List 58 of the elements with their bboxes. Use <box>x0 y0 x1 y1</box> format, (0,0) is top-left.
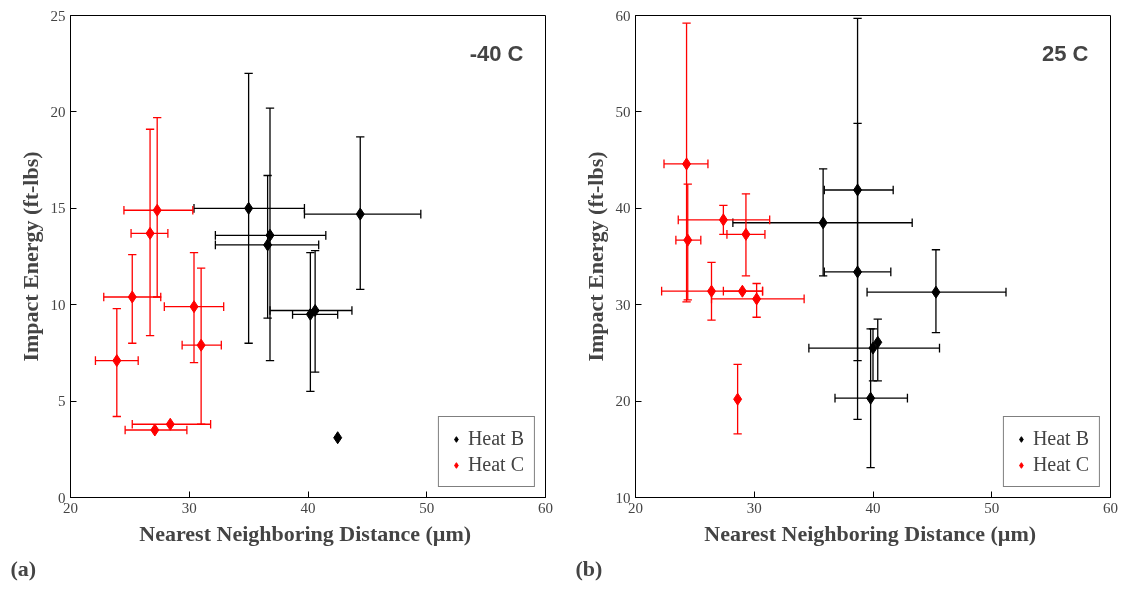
point <box>112 354 122 368</box>
y-axis-title: Impact Energy (ft-lbs) <box>17 151 43 362</box>
point <box>818 216 828 230</box>
x-tick-label: 40 <box>300 499 316 516</box>
annotation: 25 C <box>1042 40 1089 66</box>
point <box>682 157 692 171</box>
text: (b) <box>575 555 603 581</box>
x-tick-label: 50 <box>419 499 435 516</box>
point <box>265 228 275 242</box>
y-tick-label: 50 <box>615 103 631 120</box>
y-tick-label: 10 <box>50 296 66 313</box>
x-axis-title: Nearest Neighboring Distance (µm) <box>704 520 1037 546</box>
point <box>355 207 365 221</box>
y-tick-label: 5 <box>58 393 66 410</box>
point <box>853 265 863 279</box>
legend-label: Heat C <box>467 453 524 476</box>
legend-label: Heat C <box>1032 453 1089 476</box>
point <box>733 392 743 406</box>
point <box>196 338 206 352</box>
annotation: -40 C <box>469 40 524 66</box>
point <box>152 203 162 217</box>
y-tick-label: 30 <box>615 296 631 313</box>
point <box>752 292 762 306</box>
y-tick-label: 20 <box>50 103 66 120</box>
legend-label: Heat B <box>1032 427 1089 450</box>
point <box>244 201 254 215</box>
point <box>333 431 343 445</box>
point <box>189 300 199 314</box>
y-tick-label: 15 <box>50 200 66 217</box>
point <box>145 226 155 240</box>
x-tick-label: 30 <box>181 499 197 516</box>
x-tick-label: 60 <box>1103 499 1118 516</box>
point <box>127 290 137 304</box>
x-axis-title: Nearest Neighboring Distance (µm) <box>139 520 472 546</box>
point <box>868 341 878 355</box>
legend-label: Heat B <box>467 427 524 450</box>
point <box>263 238 273 252</box>
point <box>853 183 863 197</box>
y-axis-title: Impact Energy (ft-lbs) <box>582 151 608 362</box>
point <box>866 391 876 405</box>
point <box>150 423 160 437</box>
x-tick-label: 30 <box>746 499 762 516</box>
point <box>931 285 941 299</box>
x-tick-label: 50 <box>984 499 1000 516</box>
x-tick-label: 60 <box>538 499 553 516</box>
point <box>165 417 175 431</box>
text: (a) <box>10 555 37 581</box>
y-tick-label: 25 <box>50 7 66 24</box>
point <box>873 335 883 349</box>
point <box>683 233 693 247</box>
point <box>718 213 728 227</box>
y-tick-label: 20 <box>615 393 631 410</box>
point <box>310 303 320 317</box>
point <box>737 284 747 298</box>
y-tick-label: 60 <box>615 7 631 24</box>
x-tick-label: 40 <box>865 499 881 516</box>
y-tick-label: 40 <box>615 200 631 217</box>
point <box>741 227 751 241</box>
